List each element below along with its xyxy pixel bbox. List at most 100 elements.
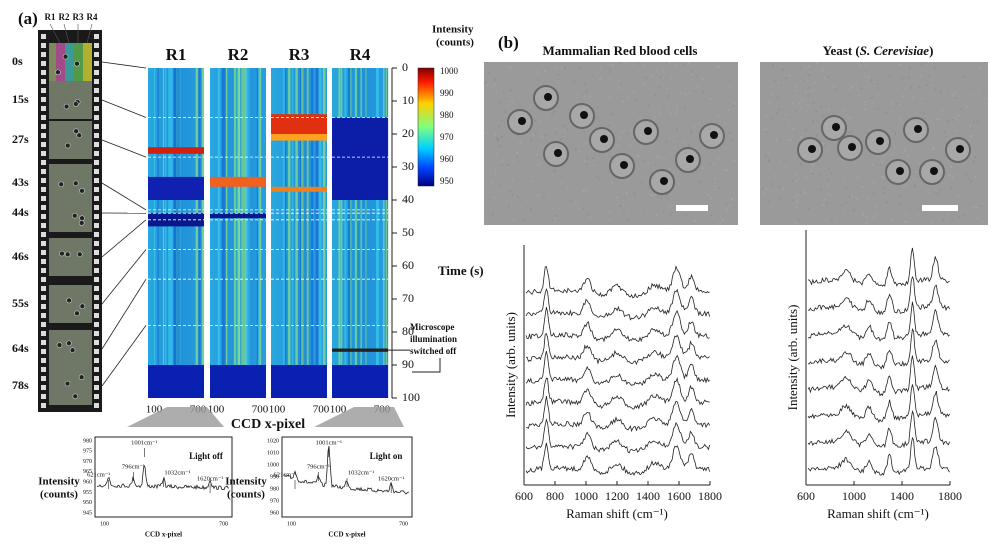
texture [732,105,735,108]
texture [956,172,959,175]
texture [501,160,504,163]
texture [675,152,678,155]
sprocket [94,277,99,282]
texture [791,199,794,202]
band [148,147,204,154]
texture [563,124,566,127]
sprocket [41,232,46,237]
texture [973,120,976,123]
raman-spectrum [525,333,710,366]
streak [241,68,244,398]
texture [728,86,731,89]
texture [498,101,501,104]
texture [627,219,630,222]
texture [609,219,612,222]
streak [168,68,171,398]
streak [162,68,164,398]
texture [716,115,719,118]
texture [690,73,693,76]
sprocket [94,214,99,219]
sprocket [94,151,99,156]
texture [799,162,802,165]
cell [72,180,79,187]
texture [621,100,624,103]
sprocket [41,196,46,201]
inset-y-tick: 950 [83,500,92,506]
texture [792,179,795,182]
raman-spectrum [807,410,950,449]
sprocket [94,196,99,201]
texture [768,101,771,104]
texture [675,128,678,131]
texture [816,62,819,65]
texture [980,204,983,207]
inset-y-label: (counts) [227,489,265,501]
streak [375,68,379,398]
x-tick-label: 1400 [890,489,914,503]
texture [898,202,901,205]
texture [620,82,623,85]
inset-x-tick: 100 [100,521,109,527]
texture [969,92,972,95]
texture [654,94,657,97]
sprocket [41,133,46,138]
inset-title: Light off [189,451,224,461]
texture [930,221,933,224]
inset-y-tick: 960 [270,510,279,516]
texture [768,201,771,204]
cell [59,250,65,257]
texture [979,66,982,69]
sprocket [41,52,46,57]
time-tick-label: 20 [402,126,414,140]
texture [777,108,780,111]
texture [684,214,687,217]
texture [585,91,588,94]
colorbar-tick-label: 990 [440,88,454,98]
texture [632,90,635,93]
texture [799,66,802,69]
cell-core [554,149,562,157]
texture [536,194,539,197]
frame-time: 0s [12,54,23,68]
texture [856,176,859,179]
texture [650,194,653,197]
sprocket [41,331,46,336]
texture [872,163,875,166]
texture [937,192,940,195]
texture [927,74,930,77]
cell [63,103,70,110]
texture [943,131,946,134]
texture [795,109,798,112]
inset-y-label: (counts) [40,489,78,501]
texture [913,178,916,181]
texture [949,186,952,189]
heatmap-title: R1 [166,45,187,64]
texture [864,108,867,111]
raman-spectrum [807,384,950,424]
texture [714,177,717,180]
texture [957,194,960,197]
film-frame [49,81,92,119]
texture [575,202,578,205]
sprocket [41,151,46,156]
texture [658,112,661,115]
texture [824,198,827,201]
texture [909,86,912,89]
texture [553,217,556,220]
cell [62,53,69,60]
peak-label: 796cm⁻¹ [307,463,330,470]
texture [906,220,909,223]
texture [935,62,938,65]
sprocket [94,340,99,345]
texture [890,110,893,113]
texture [933,67,936,70]
peak-label: 1620cm⁻¹ [197,475,223,482]
texture [493,133,496,136]
texture [558,207,561,210]
texture [818,174,821,177]
texture [938,118,941,121]
texture [822,143,825,146]
cell-core [832,123,840,131]
texture [771,64,774,67]
